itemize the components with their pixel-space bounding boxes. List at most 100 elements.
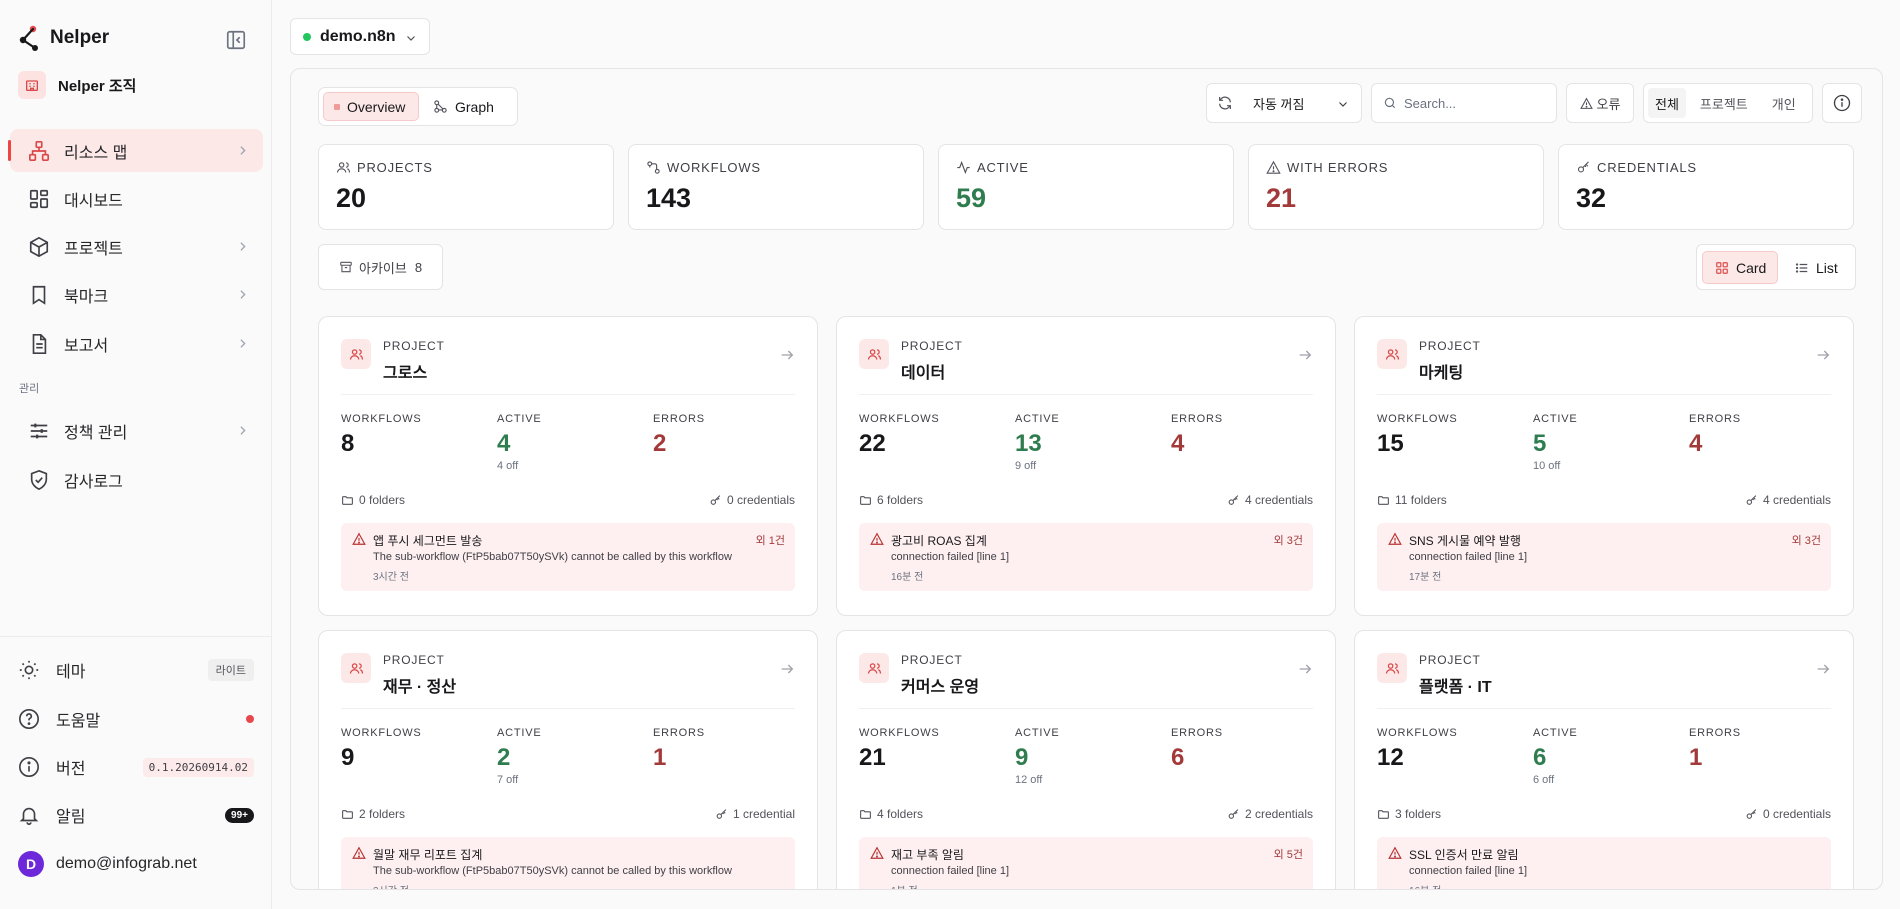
environment-select[interactable]: demo.n8n — [290, 18, 430, 55]
project-name: 그로스 — [383, 365, 428, 382]
arrow-right-icon[interactable] — [779, 347, 795, 363]
notifications-item[interactable]: 알림 99+ — [18, 795, 254, 835]
metric-errors: ERRORS 4 — [1689, 413, 1741, 458]
stat-card-workflows[interactable]: WORKFLOWS 143 — [628, 144, 924, 230]
error-alert[interactable]: 앱 푸시 세그먼트 발송 외 1건 The sub-workflow (FtP5… — [341, 523, 795, 591]
alert-triangle-icon — [1579, 97, 1593, 110]
alert-triangle-icon — [1388, 532, 1402, 546]
sidebar-item-bookmarks[interactable]: 북마크 — [10, 273, 263, 316]
sidebar-item-projects[interactable]: 프로젝트 — [10, 225, 263, 268]
environment-status-dot — [303, 32, 311, 41]
scope-personal[interactable]: 개인 — [1771, 96, 1796, 112]
tab-graph[interactable]: Graph — [433, 92, 513, 121]
error-alert[interactable]: 재고 부족 알림 외 5건 connection failed [line 1]… — [859, 837, 1313, 889]
app-name: Nelper — [50, 27, 110, 48]
project-card[interactable]: PROJECT 데이터 WORKFLOWS 22 ACTIVE 13 9 off… — [836, 316, 1336, 616]
alert-title: SNS 게시물 예약 발행 — [1409, 534, 1521, 548]
folders-label: 2 folders — [359, 807, 406, 821]
alert-more-count: 외 3건 — [1791, 535, 1821, 547]
alert-title: 재고 부족 알림 — [891, 848, 964, 862]
metric-off-count: 7 off — [497, 774, 519, 786]
user-menu[interactable]: D demo@infograb.net — [18, 844, 254, 884]
folders-label: 11 folders — [1395, 493, 1447, 507]
metric-label: ACTIVE — [1533, 413, 1578, 425]
auto-refresh-select[interactable]: 자동 꺼짐 — [1206, 83, 1362, 123]
alert-title: 월말 재무 리포트 집계 — [373, 848, 483, 862]
metric-off-count: 10 off — [1533, 460, 1561, 472]
alert-triangle-icon — [352, 846, 366, 860]
alert-message: The sub-workflow (FtP5bab07T50ySVk) cann… — [373, 551, 732, 563]
project-card[interactable]: PROJECT 플랫폼 · IT WORKFLOWS 12 ACTIVE 6 6… — [1354, 630, 1854, 889]
archive-label: 아카이브 — [359, 260, 407, 276]
brand[interactable]: Nelper — [18, 24, 109, 52]
arrow-right-icon[interactable] — [1297, 661, 1313, 677]
scope-project[interactable]: 프로젝트 — [1699, 96, 1748, 112]
folders-label: 6 folders — [877, 493, 924, 507]
archive-count: 8 — [414, 259, 423, 275]
error-alert[interactable]: SNS 게시물 예약 발행 외 3건 connection failed [li… — [1377, 523, 1831, 591]
sidebar-item-reports[interactable]: 보고서 — [10, 322, 263, 365]
key-icon — [1227, 494, 1240, 507]
stat-card-credentials[interactable]: CREDENTIALS 32 — [1558, 144, 1854, 230]
list-view-button[interactable]: List — [1789, 251, 1851, 284]
arrow-right-icon[interactable] — [1815, 661, 1831, 677]
error-alert[interactable]: SSL 인증서 만료 알림 connection failed [line 1]… — [1377, 837, 1831, 889]
metric-workflows: WORKFLOWS 21 — [859, 727, 940, 772]
sidebar-item-policy[interactable]: 정책 관리 — [10, 409, 263, 452]
error-alert[interactable]: 월말 재무 리포트 집계 The sub-workflow (FtP5bab07… — [341, 837, 795, 889]
key-icon — [1227, 808, 1240, 821]
theme-toggle[interactable]: 테마 라이트 — [18, 650, 254, 690]
project-card[interactable]: PROJECT 커머스 운영 WORKFLOWS 21 ACTIVE 9 12 … — [836, 630, 1336, 889]
errors-filter-button[interactable]: 오류 — [1566, 83, 1634, 123]
refresh-icon — [1217, 95, 1233, 111]
stat-value: 32 — [1576, 183, 1607, 213]
arrow-right-icon[interactable] — [1815, 347, 1831, 363]
metric-value: 21 — [859, 744, 886, 771]
project-name: 데이터 — [901, 365, 946, 382]
info-icon — [1833, 94, 1851, 112]
nelper-logo-icon — [18, 24, 42, 52]
project-name: 재무 · 정산 — [383, 679, 457, 696]
chevron-right-icon — [236, 337, 249, 350]
org-switcher[interactable]: Nelper 조직 — [18, 71, 136, 99]
metric-label: ERRORS — [1689, 727, 1741, 739]
alert-triangle-icon — [1388, 846, 1402, 860]
error-alert[interactable]: 광고비 ROAS 집계 외 3건 connection failed [line… — [859, 523, 1313, 591]
users-icon — [1385, 347, 1400, 362]
tab-overview[interactable]: Overview — [323, 92, 419, 121]
scope-toggle: 전체 프로젝트 개인 — [1643, 83, 1813, 123]
stat-card-errors[interactable]: WITH ERRORS 21 — [1248, 144, 1544, 230]
metric-errors: ERRORS 6 — [1171, 727, 1223, 772]
metric-value: 1 — [1689, 744, 1703, 771]
alert-message: connection failed [line 1] — [891, 551, 1010, 563]
scope-all[interactable]: 전체 — [1648, 88, 1686, 118]
project-card[interactable]: PROJECT 그로스 WORKFLOWS 8 ACTIVE 4 4 off E… — [318, 316, 818, 616]
metric-label: ERRORS — [1689, 413, 1741, 425]
sidebar-collapse-icon[interactable] — [225, 29, 247, 51]
sidebar-item-audit-log[interactable]: 감사로그 — [10, 458, 263, 501]
arrow-right-icon[interactable] — [779, 661, 795, 677]
sidebar-item-resource-map[interactable]: 리소스 맵 — [8, 129, 263, 172]
project-card[interactable]: PROJECT 재무 · 정산 WORKFLOWS 9 ACTIVE 2 7 o… — [318, 630, 818, 889]
card-view-button[interactable]: Card — [1702, 251, 1778, 284]
metric-active: ACTIVE 4 4 off — [497, 413, 542, 472]
alert-message: connection failed [line 1] — [891, 865, 1010, 877]
alert-title: 앱 푸시 세그먼트 발송 — [373, 534, 483, 548]
help-item[interactable]: 도움말 — [18, 699, 254, 739]
stat-label: ACTIVE — [977, 160, 1029, 175]
key-icon — [1745, 494, 1758, 507]
sidebar-item-dashboard[interactable]: 대시보드 — [10, 177, 263, 220]
graph-icon — [433, 99, 448, 114]
metric-label: ERRORS — [1171, 727, 1223, 739]
stat-label: CREDENTIALS — [1597, 160, 1697, 175]
arrow-right-icon[interactable] — [1297, 347, 1313, 363]
search-input[interactable] — [1404, 95, 1554, 111]
stat-card-active[interactable]: ACTIVE 59 — [938, 144, 1234, 230]
archive-button[interactable]: 아카이브 8 — [318, 244, 443, 290]
project-card[interactable]: PROJECT 마케팅 WORKFLOWS 15 ACTIVE 5 10 off… — [1354, 316, 1854, 616]
help-circle-icon — [18, 708, 40, 730]
stat-card-projects[interactable]: PROJECTS 20 — [318, 144, 614, 230]
metric-label: ACTIVE — [1533, 727, 1578, 739]
info-button[interactable] — [1822, 83, 1862, 123]
metric-value: 4 — [1171, 430, 1185, 457]
